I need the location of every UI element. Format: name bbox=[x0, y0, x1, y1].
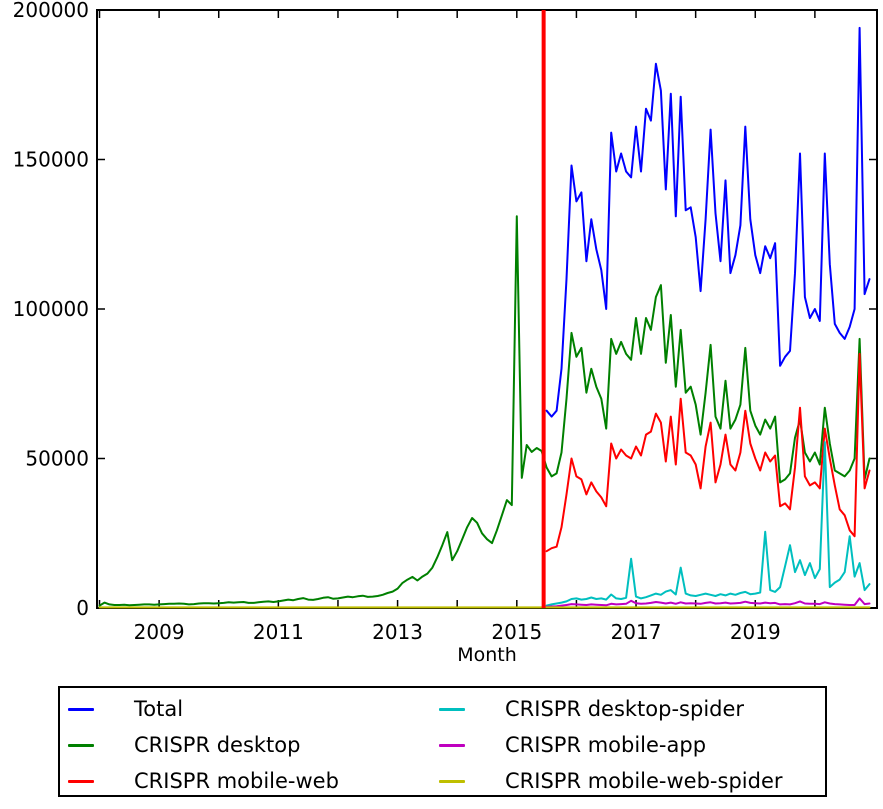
x-tick-label: 2009 bbox=[134, 620, 185, 644]
y-tick-label: 0 bbox=[76, 596, 89, 620]
series-line-total bbox=[545, 26, 871, 418]
legend-label-total: Total bbox=[134, 697, 184, 721]
legend-label-desktop-spider: CRISPR desktop-spider bbox=[505, 697, 745, 721]
legend-item-mobile-web-spider: CRISPR mobile-web-spider bbox=[439, 769, 783, 793]
legend-label-mobile-web-spider: CRISPR mobile-web-spider bbox=[505, 769, 783, 793]
x-tick-label: 2013 bbox=[372, 620, 423, 644]
legend: Total CRISPR desktop CRISPR mobile-web C… bbox=[58, 686, 827, 797]
total-line-swatch bbox=[68, 707, 94, 711]
mobile-web-spider-line-swatch bbox=[439, 779, 465, 783]
mobile-web-line-swatch bbox=[68, 779, 94, 783]
series-group bbox=[98, 26, 871, 609]
series-line-crispr-desktop bbox=[98, 215, 871, 607]
legend-item-mobile-web: CRISPR mobile-web bbox=[68, 769, 339, 793]
legend-item-total: Total bbox=[68, 697, 183, 721]
x-tick-label: 2019 bbox=[730, 620, 781, 644]
legend-label-mobile-web: CRISPR mobile-web bbox=[134, 769, 339, 793]
x-tick-label: 2015 bbox=[491, 620, 542, 644]
x-axis-label: Month bbox=[457, 644, 517, 666]
axes: 2009 2011 2013 2015 2017 2019 0 50000 100000 1500… bbox=[13, 0, 878, 644]
legend-item-desktop: CRISPR desktop bbox=[68, 733, 300, 757]
desktop-spider-line-swatch bbox=[439, 707, 465, 711]
legend-item-mobile-app: CRISPR mobile-app bbox=[439, 733, 706, 757]
y-tick-label: 100000 bbox=[13, 297, 89, 321]
x-tick-label: 2017 bbox=[611, 620, 662, 644]
desktop-line-swatch bbox=[68, 743, 94, 747]
legend-label-desktop: CRISPR desktop bbox=[134, 733, 301, 757]
y-tick-label: 150000 bbox=[13, 148, 89, 172]
legend-label-mobile-app: CRISPR mobile-app bbox=[505, 733, 707, 757]
series-line-crispr-mobile-app bbox=[545, 597, 871, 608]
mobile-app-line-swatch bbox=[439, 743, 465, 747]
series-line-crispr-desktop-spider bbox=[545, 441, 871, 607]
y-tick-label: 50000 bbox=[25, 447, 89, 471]
y-tick-label: 200000 bbox=[13, 0, 89, 22]
series-line-crispr-mobile-web bbox=[545, 352, 871, 553]
legend-item-desktop-spider: CRISPR desktop-spider bbox=[439, 697, 744, 721]
x-tick-label: 2011 bbox=[253, 620, 304, 644]
